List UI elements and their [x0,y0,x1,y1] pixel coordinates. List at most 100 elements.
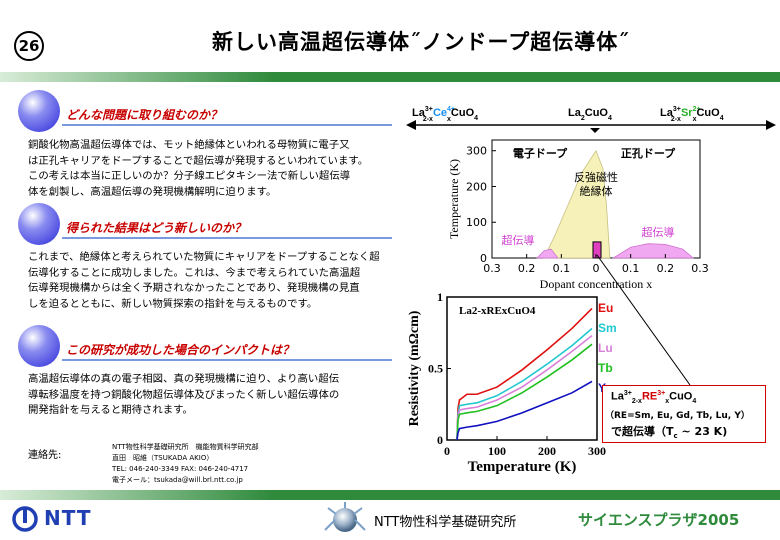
resist-series-eu [456,307,593,441]
doping-axis-arrow [406,120,776,133]
section-bullet-icon [18,325,60,367]
legend-entry: Lu [598,341,613,355]
section-paragraph-2: これまで、絶縁体と考えられていた物質にキャリアをドープすることなく超 伝導化する… [28,250,398,312]
formula-sub: 2-x [423,116,433,123]
text-line: 体を創製し、高温超伝導の発現機構解明に迫ります。 [28,185,277,198]
formula-sub: 4 [720,115,724,122]
section-heading-2: 得られた結果はどう新しいのか？ [66,221,247,235]
x-tick-label: 0.3 [691,262,709,275]
resist-series-tb [456,343,593,441]
phase-annotation: 超伝導 [642,225,675,239]
section-paragraph-3: 高温超伝導体の真の電子相図、真の発現機構に迫り、より高い超伝 導転移温度を持つ銅… [28,372,398,419]
phase-diagram: 0 100 200 300 0.3 0.2 0.1 0 0.1 0.2 0.3 Temperature… [447,139,709,291]
formula-text: CuO [669,390,693,403]
ntt-logo-icon [12,506,38,532]
x-tick-label: 0 [444,444,450,458]
section-bullet-icon [18,90,60,132]
resist-ylabel: Resistivity (mΩcm) [407,310,422,426]
formula-sup: 3+ [657,390,666,397]
legend-entry: Eu [598,301,613,315]
contact-line: 直田 昭維（TSUKADA AKIO） [112,454,214,462]
y-tick-label: 200 [466,180,487,193]
formula-sub: 4 [608,115,612,122]
text-line: 伝導化することに成功しました。これは、今まで考えられていた高温超 [28,266,361,279]
slide-number: 26 [14,31,44,61]
callout-text: で超伝導（T [611,425,674,438]
resist-frame [446,296,598,441]
formula-text: CuO [696,107,720,119]
contact-label: 連絡先: [28,450,62,461]
x-tick-label: 100 [488,444,506,458]
text-line: は正孔キャリアをドープすることで超伝導が発現するといわれています。 [28,154,369,167]
contact-block: NTT物性科学基礎研究所 機能物質科学研究部 直田 昭維（TSUKADA AKI… [112,442,259,486]
formula-left: La3+ 2-xCe4+ xCuO4 [412,106,478,123]
figure-svg: La3+ 2-xCe4+ xCuO4 La2CuO4 La3+ 2-xSr2+ xCuO… [406,106,776,475]
text-line: 伝導発現機構からは全く予期されなかったことであり、発現機構の見直 [28,282,360,294]
formula-sup: 4+ [447,106,455,113]
legend-entry: Sm [598,321,617,335]
lab-name: NTT物性科学基礎研究所 [374,515,517,530]
formula-sub: 4 [692,397,697,405]
callout-sub: c [673,432,678,441]
formula-sub: x [665,397,670,405]
x-tick-label: 0 [593,262,600,275]
x-tick-label: 0.2 [657,262,675,275]
text-line: 導転移温度を持つ銅酸化物超伝導体及びまったく新しい超伝導体の [28,388,340,401]
formula-sub: 2-x [631,397,642,405]
top-divider-bar [0,72,780,82]
formula-sub: 4 [474,115,478,122]
section-bullet-icon [18,203,60,245]
resistivity-plot: 0 100 200 300 0 0.5 1 Temperature (K) Resistivit… [407,290,617,475]
formula-text: Ce [433,107,447,119]
x-tick-label: 0.2 [518,262,536,275]
section-heading-3: この研究が成功した場合のインパクトは？ [66,343,295,357]
y-tick-label: 0 [437,433,443,447]
callout-tc: で超伝導（Tc ~ 23 K) [611,423,727,440]
section-heading-1: どんな問題に取り組むのか？ [66,108,223,122]
x-tick-label: 0.3 [483,262,501,275]
resist-xlabel: Temperature (K) [468,459,577,475]
superconducting-dome [611,243,695,259]
callout-formula: La3+2-xRE3+xCuO4 [611,390,696,405]
svg-text:La3+2-xCe4+xCuO4: La3+ 2-xCe4+ xCuO4 [412,106,478,123]
section-underline [62,124,392,126]
phase-annotation: 正孔ドープ [621,146,676,160]
legend-entry: Tb [598,361,613,375]
bottom-divider-bar [0,490,780,500]
formula-text: Sr [681,107,693,119]
ntt-logo-text: NTT [44,506,92,530]
superconducting-dome [536,248,559,259]
y-tick-label: 300 [466,145,487,158]
formula-right: La3+ 2-xSr2+ xCuO4 [660,106,724,123]
phase-annotation: 反強磁性 [574,170,618,184]
text-line: 高温超伝導体の真の電子相図、真の発現機構に迫り、より高い超伝 [28,373,340,385]
phase-annotation: 超伝導 [502,233,535,247]
contact-line: TEL: 046-240-3349 FAX: 046-240-4717 [112,465,249,473]
x-tick-label: 300 [588,444,606,458]
formula-sup: 3+ [425,106,433,113]
formula-sup: 3+ [673,106,681,113]
formula-sub: x [447,116,451,123]
resist-series-y [456,380,593,441]
x-tick-label: 0.1 [553,262,571,275]
formula-text: La [568,107,582,119]
resist-title: La2-xRExCuO4 [459,305,536,317]
formula-mid: La2CuO4 [568,107,612,122]
contact-line: 電子メール：tsukada@will.brl.ntt.co.jp [112,476,243,484]
formula-text: CuO [451,107,475,119]
phase-xlabel: Dopant concentration x [540,277,653,291]
svg-text:La2CuO4: La2CuO4 [568,107,612,122]
y-tick-label: 1 [437,290,443,304]
y-tick-label: 0 [480,252,487,265]
section-underline [62,359,392,361]
formula-text: CuO [585,107,609,119]
phase-ylabel: Temperature (K) [447,159,461,239]
pointer-line [596,254,691,386]
phase-annotation: 絶縁体 [580,184,613,198]
section-underline [62,237,392,239]
formula-sup: 3+ [623,390,632,397]
contact-line: NTT物性科学基礎研究所 機能物質科学研究部 [112,443,259,451]
formula-sub: x [693,116,697,123]
text-line: この考えは本当に正しいのか？分子線エピタキシー法で新しい超伝導 [28,170,351,182]
globe-logo-icon [324,502,366,532]
